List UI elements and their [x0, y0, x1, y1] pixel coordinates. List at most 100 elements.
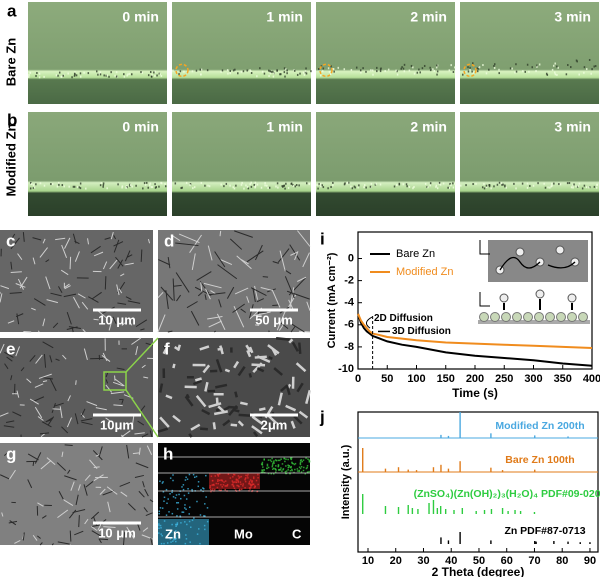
eds-dot: [270, 472, 273, 475]
annotation-arrow: [366, 316, 373, 329]
series-label: (ZnSO₄)(Zn(OH)₂)₃(H₂O)₄ PDF#09-0204: [414, 488, 600, 500]
eds-dot: [287, 458, 289, 461]
sem-texture: [251, 415, 264, 426]
sem-texture: [42, 380, 48, 383]
dendrite-texture: [418, 68, 420, 71]
dendrite-texture: [140, 71, 142, 74]
x-tick-label: 0: [355, 373, 361, 385]
dendrite-texture: [125, 186, 127, 189]
sem-texture: [93, 318, 99, 321]
dendrite-texture: [303, 73, 306, 76]
dendrite-texture: [433, 69, 436, 72]
sem-texture: [67, 469, 71, 474]
sem-texture: [84, 518, 89, 525]
dendrite-texture: [588, 186, 591, 189]
eds-dot: [238, 489, 241, 492]
dendrite-texture: [511, 67, 513, 70]
dendrite-texture: [405, 183, 408, 186]
dendrite-texture: [532, 184, 535, 187]
dendrite-texture: [573, 183, 575, 186]
plot-frame: [357, 411, 599, 553]
panel-letter: h: [163, 444, 173, 463]
dendrite-texture: [35, 74, 37, 77]
dendrite-texture: [29, 181, 32, 184]
panel-letter: d: [164, 231, 174, 250]
sem-texture: [285, 404, 297, 412]
sem-texture: [127, 502, 136, 511]
eds-dot: [275, 465, 277, 467]
eds-dot: [211, 489, 213, 492]
dendrite-texture: [240, 183, 243, 186]
sem-texture: [45, 276, 51, 290]
sem-texture: [236, 255, 252, 270]
surface-ion: [523, 312, 533, 322]
eds-dot: [180, 497, 182, 500]
dendrite-texture: [332, 181, 334, 184]
dendrite-texture: [396, 70, 398, 73]
sem-texture: [222, 419, 231, 427]
dendrite-texture: [498, 181, 501, 184]
x-tick-label: 100: [407, 373, 425, 385]
sem-texture: [52, 322, 59, 329]
dendrite-texture: [588, 58, 591, 61]
dendrite-texture: [253, 183, 256, 186]
x-tick-label: 250: [495, 373, 513, 385]
sem-texture: [246, 296, 250, 303]
sem-texture: [138, 490, 145, 498]
panel-letter: b: [7, 110, 17, 129]
sem-texture: [114, 378, 125, 387]
eds-dot: [168, 511, 170, 513]
dendrite-texture: [276, 182, 279, 185]
dendrite-texture: [123, 75, 126, 78]
eds-dot: [272, 461, 275, 463]
sem-texture: [285, 385, 291, 396]
sem-texture: [0, 412, 9, 417]
sem-texture: [105, 372, 109, 378]
sem-texture: [61, 244, 68, 258]
sem-texture: [286, 290, 310, 300]
sem-texture: [9, 469, 16, 480]
dendrite-texture: [256, 183, 259, 186]
sem-texture: [17, 253, 23, 261]
dendrite-texture: [154, 183, 156, 186]
sem-texture: [66, 417, 72, 428]
eds-dot: [204, 503, 206, 505]
dendrite-texture: [514, 71, 516, 74]
dendrite-texture: [432, 68, 434, 71]
dendrite-texture: [498, 68, 500, 71]
dendrite-texture: [189, 184, 191, 187]
sem-texture: [188, 433, 193, 438]
x-tick-label: 350: [554, 373, 572, 385]
surface-ion: [534, 312, 544, 322]
dendrite-texture: [280, 73, 282, 76]
sem-texture: [207, 315, 223, 320]
sem-image: [0, 338, 153, 437]
eds-dot: [271, 468, 274, 470]
scale-bar-label: 10 μm: [98, 312, 136, 327]
dendrite-texture: [56, 185, 59, 188]
dendrite-texture: [337, 66, 340, 69]
sem-texture: [280, 322, 289, 329]
sem-texture: [252, 431, 259, 438]
sem-texture: [102, 490, 115, 496]
dendrite-texture: [513, 182, 515, 185]
dendrite-texture: [149, 71, 152, 74]
eds-dot: [189, 506, 191, 508]
dendrite-texture: [424, 182, 427, 185]
dendrite-texture: [221, 69, 224, 72]
sem-texture: [218, 299, 222, 308]
dendrite-texture: [472, 183, 474, 186]
dendrite-texture: [294, 185, 297, 188]
eds-dot: [277, 459, 280, 462]
sem-texture: [4, 363, 9, 370]
coord-axes: [479, 292, 490, 307]
dendrite-texture: [51, 183, 54, 186]
dendrite-texture: [594, 65, 597, 68]
dendrite-texture: [472, 62, 474, 65]
sem-texture: [34, 383, 44, 388]
sem-texture: [87, 238, 90, 245]
eds-dot: [261, 469, 263, 471]
eds-dot: [267, 466, 270, 469]
ion: [567, 293, 577, 303]
dendrite-texture: [556, 73, 558, 76]
